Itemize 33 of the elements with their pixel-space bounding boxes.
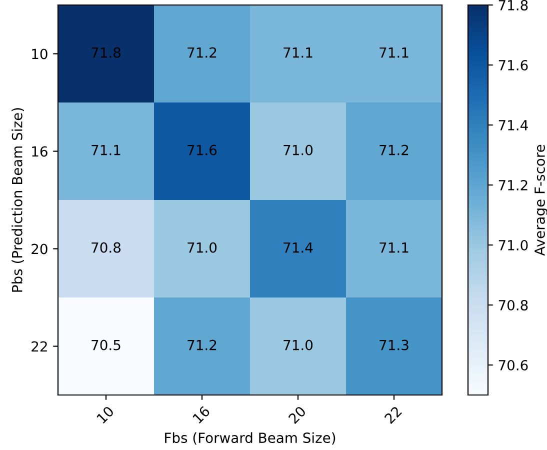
data-label: 71.1 [380,47,408,58]
data-label: 71.0 [188,242,217,253]
data-label: 71.2 [380,144,408,156]
color-bar-label: 70.8 [498,300,528,310]
color-bar-label: 71.0 [498,240,528,250]
color-bar-label: 70.6 [498,360,528,370]
data-label: 71.1 [92,144,120,156]
y-tick-label: 10 [32,48,48,60]
y-tick-label: 22 [32,341,47,352]
data-label: 70.5 [92,340,120,350]
data-label: 71.8 [92,47,121,58]
color-bar-label: 71.4 [498,120,528,130]
data-label: 71.1 [284,47,312,58]
x-tick-label: 16 [192,406,210,424]
y-tick-label: 20 [32,244,48,254]
data-label: 71.4 [284,242,313,253]
data-label: 71.0 [284,340,313,350]
x-tick-label: 10 [96,406,114,424]
data-label: 70.8 [92,242,121,253]
x-tick-label: 22 [384,406,402,424]
data-label: 71.2 [188,47,216,58]
color-bar-label: 71.8 [498,0,528,10]
data-label: 71.1 [380,242,408,253]
data-label: 71.6 [188,144,217,156]
data-label: 71.2 [188,340,216,350]
color-bar-label: 71.6 [498,60,528,70]
data-label: 71.0 [284,144,313,156]
color-bar-label: 71.2 [498,180,528,190]
data-label: 71.3 [380,340,408,350]
y-tick-label: 16 [32,146,48,157]
y-axis-title: Pbs (Prediction Beam Size) [12,108,24,292]
x-axis-title: Fbs (Forward Beam Size) [165,432,336,445]
x-tick-label: 20 [288,406,306,424]
